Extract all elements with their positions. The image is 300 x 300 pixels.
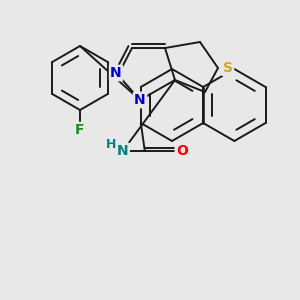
Text: N: N bbox=[134, 93, 146, 107]
Text: H: H bbox=[106, 139, 116, 152]
Text: N: N bbox=[117, 144, 129, 158]
Text: O: O bbox=[176, 144, 188, 158]
Text: S: S bbox=[223, 61, 233, 75]
Text: N: N bbox=[110, 66, 122, 80]
Text: F: F bbox=[75, 123, 85, 137]
